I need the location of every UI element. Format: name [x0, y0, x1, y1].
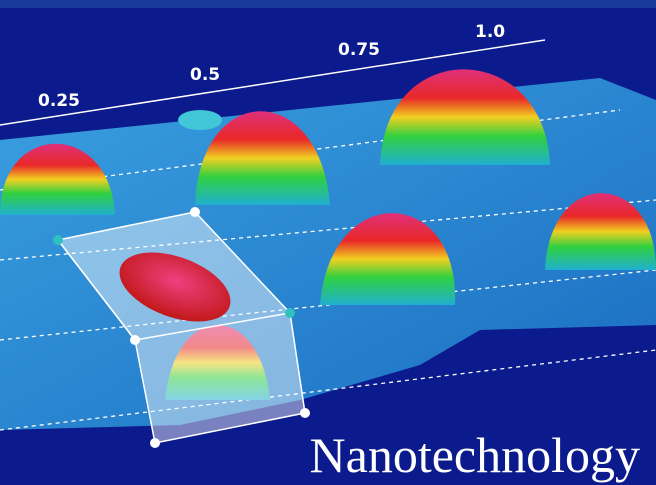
domes — [0, 69, 656, 400]
axis-label: 0.5 — [190, 65, 220, 85]
axis-label: 1.0 — [475, 22, 505, 42]
selection-box — [53, 207, 310, 448]
surface — [0, 78, 656, 430]
axis-line — [0, 39, 546, 126]
axis-label: 0.75 — [338, 40, 380, 60]
top-strip — [0, 0, 656, 8]
caption: Nanotechnology — [310, 427, 640, 483]
axis-label: 0.25 — [38, 91, 80, 111]
